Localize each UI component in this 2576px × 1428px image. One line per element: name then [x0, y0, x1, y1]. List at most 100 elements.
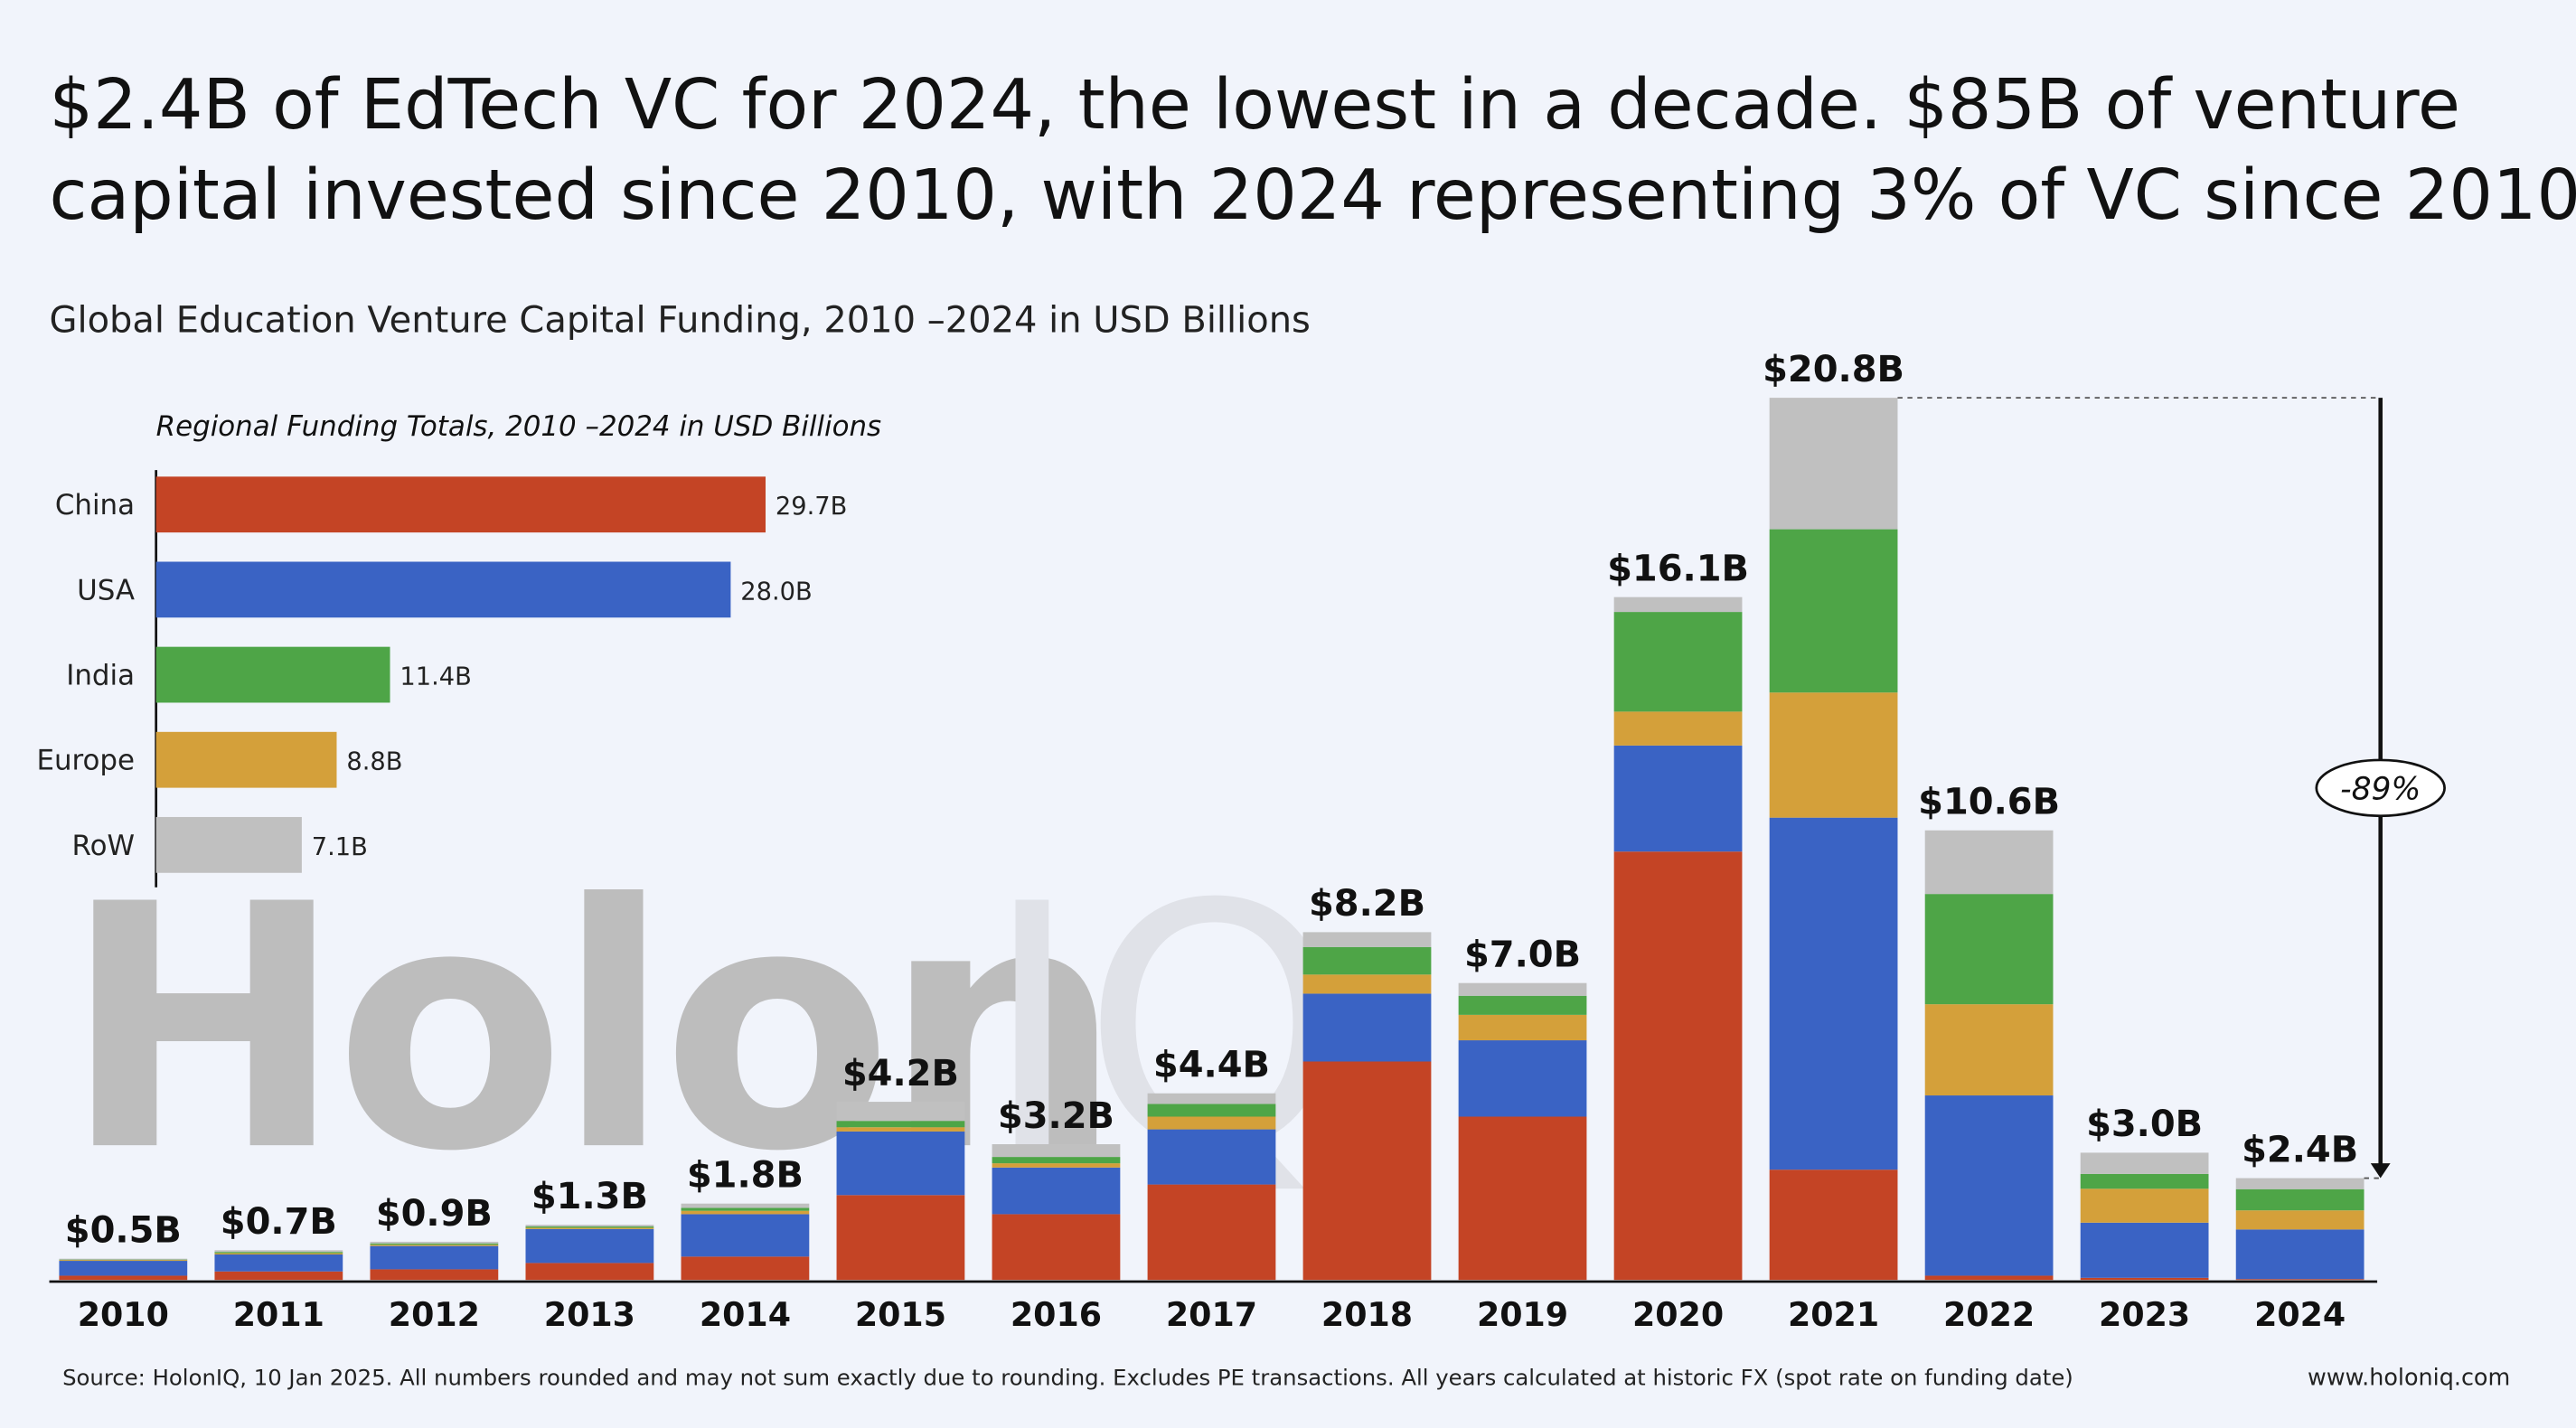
bar-segment: [525, 1263, 654, 1281]
x-tick-label: 2017: [1166, 1295, 1257, 1334]
bar-segment: [681, 1207, 810, 1211]
bar-segment: [1302, 974, 1432, 994]
category-label: RoW: [72, 830, 135, 862]
bar-segment: [1924, 1275, 2054, 1281]
x-tick-label: 2020: [1632, 1295, 1724, 1334]
bar-segment: [214, 1254, 343, 1272]
bar-segment: [1147, 1093, 1276, 1104]
annotation-bubble: [2315, 758, 2446, 818]
bar-segment: [1613, 711, 1743, 746]
value-label: 11.4B: [400, 662, 471, 691]
website: www.holoniq.com: [2308, 1363, 2510, 1390]
category-label: Europe: [36, 745, 135, 777]
x-tick-label: 2016: [1011, 1295, 1102, 1334]
bar-segment: [836, 1102, 965, 1122]
bar-segment: [525, 1227, 654, 1229]
bar-segment: [525, 1226, 654, 1228]
bar: [155, 816, 302, 873]
bar: [155, 731, 337, 788]
bar-segment: [2080, 1173, 2209, 1189]
bar-segment: [59, 1261, 188, 1276]
bar-segment: [1302, 993, 1432, 1062]
total-label: $4.2B: [842, 1053, 959, 1094]
bar-segment: [1613, 745, 1743, 852]
total-label: $3.2B: [998, 1095, 1114, 1137]
bar-segment: [681, 1256, 810, 1281]
bar-segment: [2235, 1188, 2364, 1211]
bar-segment: [2080, 1188, 2209, 1223]
total-label: $0.7B: [221, 1201, 337, 1243]
x-tick-label: 2019: [1477, 1295, 1568, 1334]
x-tick-label: 2018: [1321, 1295, 1413, 1334]
bar-segment: [992, 1167, 1121, 1215]
category-label: USA: [77, 574, 135, 606]
bar-segment: [525, 1228, 654, 1264]
arrow-head: [2370, 1163, 2391, 1179]
title-line: capital invested since 2010, with 2024 r…: [50, 155, 2576, 236]
bar-segment: [214, 1252, 343, 1254]
bar-segment: [2235, 1229, 2364, 1280]
bar-segment: [1613, 597, 1743, 613]
total-label: $0.9B: [376, 1193, 493, 1235]
bar-segment: [681, 1214, 810, 1257]
bar-segment: [992, 1157, 1121, 1164]
total-label: $2.4B: [2242, 1129, 2358, 1170]
source: Source: HolonIQ, 10 Jan 2025. All number…: [62, 1364, 2073, 1390]
title-line: $2.4B of EdTech VC for 2024, the lowest …: [50, 65, 2460, 146]
total-label: $8.2B: [1309, 883, 1425, 925]
bar-segment: [836, 1131, 965, 1196]
bar-segment: [2080, 1152, 2209, 1174]
bar-segment: [370, 1245, 499, 1270]
total-label: $1.8B: [687, 1155, 804, 1197]
bar-segment: [1458, 1116, 1587, 1281]
category-label: China: [55, 489, 135, 521]
bar-segment: [681, 1210, 810, 1215]
bar-segment: [1458, 982, 1587, 996]
value-label: 29.7B: [776, 493, 847, 521]
bar-segment: [59, 1275, 188, 1281]
bar-segment: [59, 1260, 188, 1262]
bar: [155, 561, 731, 618]
bar-segment: [1302, 1061, 1432, 1281]
bar-segment: [214, 1271, 343, 1281]
bar-segment: [992, 1214, 1121, 1281]
bar-segment: [1769, 529, 1898, 693]
bar-segment: [1458, 995, 1587, 1015]
value-label: 28.0B: [740, 578, 812, 606]
bar-segment: [1924, 1004, 2054, 1096]
bar: [155, 476, 766, 533]
total-label: $0.5B: [65, 1210, 182, 1252]
x-tick-label: 2011: [233, 1295, 324, 1334]
x-tick-label: 2013: [544, 1295, 635, 1334]
bar-segment: [1147, 1116, 1276, 1130]
bar-segment: [836, 1121, 965, 1128]
bar-segment: [214, 1250, 343, 1253]
bar-segment: [1769, 1170, 1898, 1281]
annotation: -89%: [2340, 772, 2421, 808]
bar-segment: [992, 1144, 1121, 1158]
bar-segment: [1147, 1104, 1276, 1117]
bar-segment: [681, 1203, 810, 1208]
subtitle: Global Education Venture Capital Funding…: [50, 299, 1311, 341]
bar-segment: [2235, 1279, 2364, 1281]
total-label: $16.1B: [1607, 548, 1749, 589]
bar-segment: [1924, 894, 2054, 1005]
bar-segment: [1769, 817, 1898, 1170]
bar-segment: [1458, 1014, 1587, 1041]
total-label: $3.0B: [2086, 1104, 2203, 1145]
bar-segment: [1769, 398, 1898, 530]
bar-segment: [1302, 932, 1432, 947]
inset-chart: China 29.7B USA 28.0B India 11.4B Europe 8.8B Ro…: [36, 470, 847, 888]
main-chart: $0.5B 2010 $0.7B 2011 $0.9B 2012 $1.3B 2013 $1.8…: [49, 349, 2446, 1334]
bar-segment: [1147, 1129, 1276, 1185]
x-tick-label: 2014: [700, 1295, 791, 1334]
bar-segment: [992, 1163, 1121, 1168]
bar-segment: [1458, 1040, 1587, 1117]
bar-segment: [2080, 1222, 2209, 1278]
bar-segment: [525, 1225, 654, 1227]
x-tick-label: 2010: [78, 1295, 169, 1334]
x-tick-label: 2022: [1943, 1295, 2035, 1334]
bar-segment: [370, 1269, 499, 1281]
x-tick-label: 2023: [2099, 1295, 2190, 1334]
